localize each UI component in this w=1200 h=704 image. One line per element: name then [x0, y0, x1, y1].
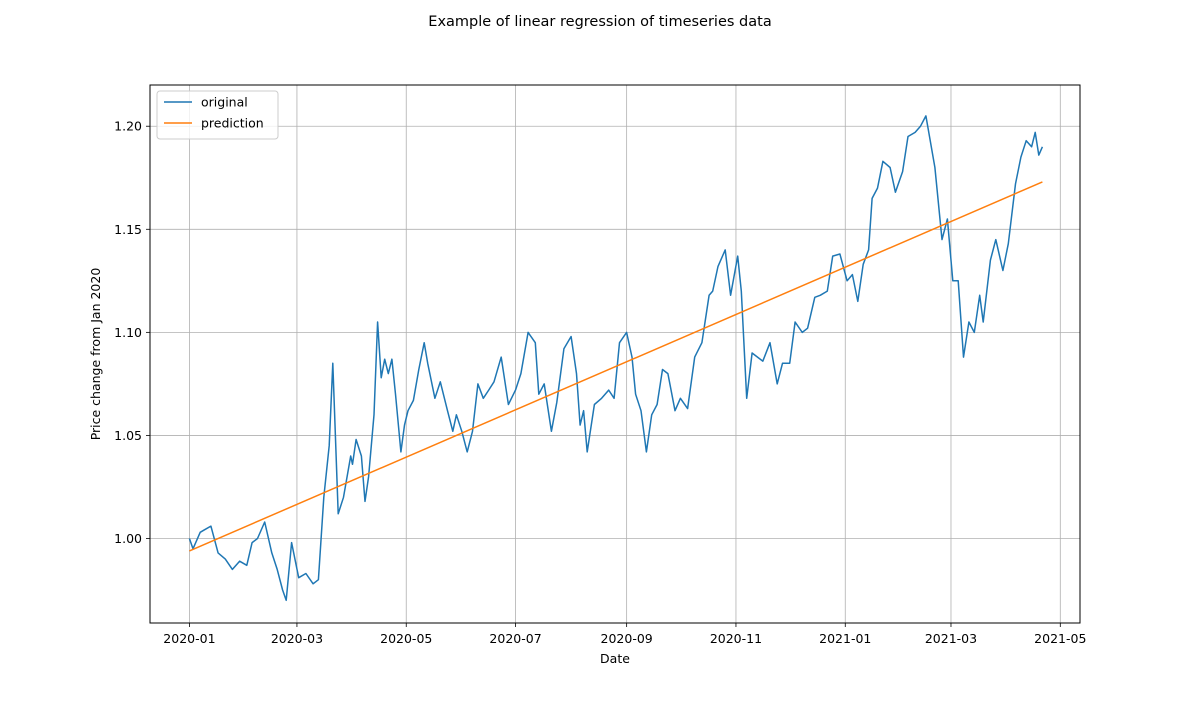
y-tick-label: 1.05 — [114, 428, 142, 443]
legend-label-prediction: prediction — [201, 116, 264, 131]
y-tick-label: 1.15 — [114, 222, 142, 237]
y-tick-label: 1.10 — [114, 325, 142, 340]
y-axis-label: Price change from Jan 2020 — [88, 268, 103, 441]
series-layer — [188, 115, 1044, 602]
x-tick-label: 2020-05 — [380, 631, 432, 646]
axis-ticks: 2020-01 2020-03 2020-05 2020-07 2020-09 2020-… — [114, 119, 1086, 646]
series-line-prediction — [189, 181, 1043, 552]
plot-area-frame — [149, 84, 1081, 624]
x-tick-label: 2020-03 — [271, 631, 323, 646]
x-tick-label: 2021-05 — [1034, 631, 1086, 646]
series-line-original — [188, 115, 1044, 602]
legend-label-original: original — [201, 95, 248, 110]
legend: original prediction — [156, 90, 279, 140]
x-tick-label: 2020-09 — [601, 631, 653, 646]
x-tick-label: 2021-01 — [819, 631, 871, 646]
y-tick-label: 1.00 — [114, 531, 142, 546]
y-tick-label: 1.20 — [114, 119, 142, 134]
x-tick-label: 2021-03 — [925, 631, 977, 646]
x-tick-label: 2020-11 — [710, 631, 762, 646]
x-axis-label: Date — [600, 651, 630, 666]
chart-title: Example of linear regression of timeseri… — [428, 14, 771, 30]
legend-box — [156, 90, 279, 140]
x-tick-label: 2020-07 — [489, 631, 541, 646]
x-tick-label: 2020-01 — [163, 631, 215, 646]
grid-lines — [150, 85, 1080, 623]
